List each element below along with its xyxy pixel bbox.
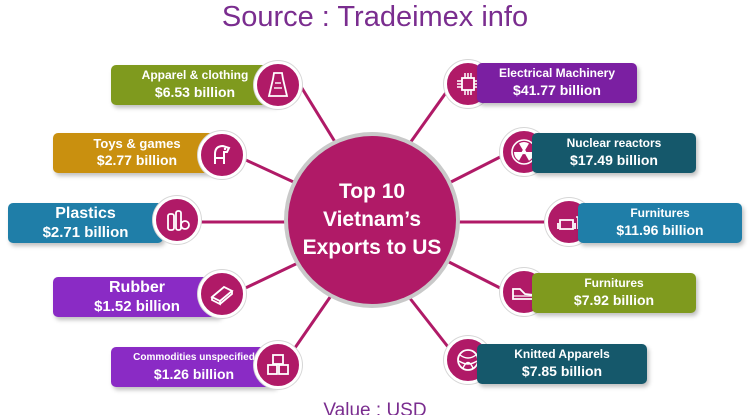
card-value: $1.26 billion [153, 365, 235, 382]
card-apparel: Apparel & clothing $6.53 billion [111, 65, 279, 105]
card-label: Furnitures [584, 276, 644, 290]
card-value: $7.92 billion [573, 292, 655, 308]
connector-apparel [298, 84, 342, 151]
plastic-bottles-icon [153, 196, 201, 244]
connector-rubber [234, 260, 301, 295]
hub-title: Top 10 Vietnam’s Exports to US [302, 180, 442, 259]
card-rubber: Rubber $1.52 billion [53, 277, 221, 317]
toy-horse-icon [198, 131, 246, 179]
card-label: Apparel & clothing [141, 68, 249, 82]
source-title: Source : Tradeimex info [221, 1, 529, 33]
card-nuclear: Nuclear reactors $17.49 billion [532, 133, 696, 173]
card-commodities: Commodities unspecified $1.26 billion [111, 347, 277, 387]
card-furnitures-2: Furnitures $7.92 billion [532, 273, 696, 313]
card-value: $2.71 billion [42, 223, 129, 241]
card-label: Electrical Machinery [498, 66, 616, 80]
card-knitted: Knitted Apparels $7.85 billion [477, 344, 647, 384]
connector-commodities [288, 289, 337, 356]
card-label: Rubber [109, 278, 165, 296]
card-toys: Toys & games $2.77 billion [53, 133, 221, 173]
card-value: $2.77 billion [96, 152, 178, 168]
footer-value-unit: Value : USD [323, 400, 427, 415]
card-label: Nuclear reactors [566, 136, 662, 150]
card-plastics: Plastics $2.71 billion [8, 203, 163, 243]
rubber-sheet-icon [198, 270, 246, 318]
card-value: $6.53 billion [154, 84, 236, 100]
dress-icon [254, 61, 302, 109]
boxes-icon [254, 341, 302, 389]
card-electrical: Electrical Machinery $41.77 billion [477, 63, 637, 103]
connector-knitted [403, 291, 454, 353]
card-value: $7.85 billion [521, 363, 603, 379]
connector-furnitures-2 [444, 258, 509, 294]
hub-circle: Top 10 Vietnam’s Exports to US [288, 136, 456, 304]
card-value: $1.52 billion [94, 297, 180, 315]
card-label: Commodities unspecified [133, 351, 255, 363]
connector-nuclear [444, 151, 509, 187]
card-value: $41.77 billion [513, 82, 601, 98]
connector-toys [234, 153, 301, 187]
card-label: Toys & games [93, 136, 181, 151]
card-label: Furnitures [630, 206, 690, 220]
card-label: Knitted Apparels [514, 347, 610, 361]
card-furnitures-1: Furnitures $11.96 billion [578, 203, 742, 243]
card-value: $17.49 billion [570, 152, 658, 168]
card-value: $11.96 billion [616, 222, 704, 238]
card-label: Plastics [55, 204, 116, 222]
